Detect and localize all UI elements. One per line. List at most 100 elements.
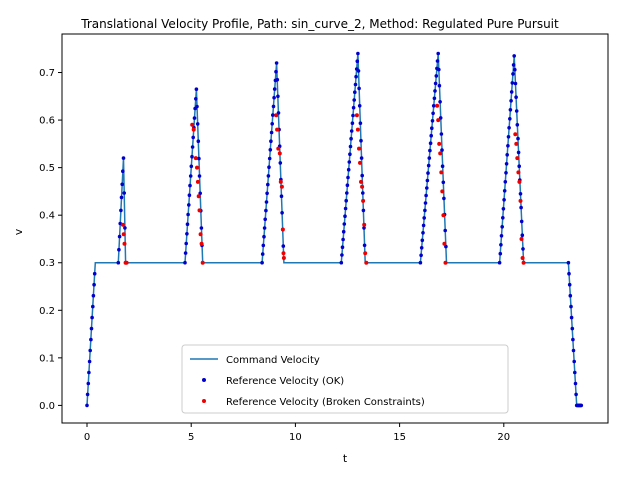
reference-broken-point bbox=[193, 156, 198, 161]
data-layer bbox=[85, 51, 584, 408]
reference-ok-point bbox=[497, 260, 502, 265]
reference-ok-point bbox=[508, 117, 512, 121]
reference-ok-point bbox=[569, 304, 573, 309]
legend-box bbox=[181, 344, 509, 414]
reference-broken-point bbox=[516, 170, 521, 175]
reference-ok-point bbox=[441, 180, 446, 185]
reference-ok-point bbox=[512, 54, 516, 58]
reference-ok-point bbox=[514, 109, 519, 113]
reference-ok-point bbox=[362, 226, 366, 230]
reference-ok-point bbox=[515, 123, 520, 127]
reference-ok-point bbox=[430, 126, 434, 130]
reference-broken-point bbox=[195, 165, 199, 170]
reference-ok-point bbox=[272, 87, 277, 91]
y-tick-label: 0.6 bbox=[39, 116, 55, 127]
reference-ok-point bbox=[279, 194, 284, 198]
reference-broken-point bbox=[355, 127, 360, 132]
reference-ok-point bbox=[521, 247, 525, 251]
reference-broken-point bbox=[357, 146, 361, 151]
reference-ok-point bbox=[116, 260, 121, 265]
reference-ok-point bbox=[516, 136, 520, 141]
reference-broken-point bbox=[197, 208, 202, 213]
y-tick-label: 0.5 bbox=[39, 163, 55, 174]
reference-ok-point bbox=[185, 222, 190, 226]
reference-ok-point bbox=[91, 293, 96, 298]
axes-layer: 0 5 10 15 20 0.0 0.1 0.2 0.3 0.4 0.5 0.6 0.7 bbox=[39, 68, 510, 443]
reference-ok-point bbox=[119, 195, 124, 200]
reference-ok-point bbox=[183, 260, 187, 265]
reference-ok-point bbox=[262, 234, 266, 239]
reference-broken-point bbox=[196, 194, 201, 199]
reference-ok-point bbox=[361, 208, 366, 213]
reference-ok-point bbox=[574, 392, 578, 397]
reference-ok-point bbox=[426, 163, 431, 168]
reference-ok-point bbox=[187, 193, 192, 197]
reference-ok-point bbox=[519, 205, 523, 210]
reference-ok-point bbox=[504, 171, 508, 175]
reference-ok-point bbox=[191, 135, 195, 140]
reference-ok-point bbox=[274, 61, 279, 65]
reference-ok-point bbox=[190, 154, 194, 159]
reference-ok-point bbox=[340, 245, 345, 249]
reference-ok-point bbox=[502, 189, 507, 193]
reference-broken-point bbox=[360, 184, 365, 189]
legend-command-label: Command Velocity bbox=[226, 355, 320, 366]
reference-ok-point bbox=[348, 152, 352, 156]
reference-ok-point bbox=[423, 208, 427, 213]
reference-ok-point bbox=[92, 282, 96, 287]
reference-ok-point bbox=[189, 164, 194, 169]
reference-ok-point bbox=[344, 198, 349, 203]
reference-ok-point bbox=[345, 183, 350, 187]
reference-ok-point bbox=[269, 139, 273, 143]
reference-ok-point bbox=[276, 94, 280, 99]
reference-ok-point bbox=[91, 304, 95, 309]
reference-ok-point bbox=[354, 74, 358, 79]
reference-ok-point bbox=[424, 193, 428, 198]
reference-broken-point bbox=[358, 160, 362, 165]
reference-ok-point bbox=[89, 337, 93, 342]
reference-broken-point bbox=[195, 179, 200, 184]
reference-ok-point bbox=[435, 59, 440, 63]
reference-ok-point bbox=[432, 96, 437, 101]
reference-ok-point bbox=[342, 222, 347, 226]
reference-ok-point bbox=[502, 198, 506, 202]
reference-broken-point bbox=[514, 141, 519, 146]
reference-ok-point bbox=[341, 237, 345, 242]
reference-ok-point bbox=[566, 260, 571, 265]
reference-ok-point bbox=[345, 191, 349, 195]
reference-ok-point bbox=[194, 97, 198, 101]
reference-ok-point bbox=[271, 113, 275, 117]
reference-ok-point bbox=[267, 156, 272, 161]
reference-ok-point bbox=[188, 183, 192, 188]
reference-broken-point bbox=[362, 222, 367, 227]
reference-broken-point bbox=[276, 146, 281, 151]
reference-ok-point bbox=[501, 216, 505, 220]
reference-ok-point bbox=[87, 370, 91, 375]
reference-ok-point bbox=[350, 121, 355, 125]
x-axis-label: t bbox=[343, 452, 348, 465]
reference-ok-point bbox=[514, 95, 518, 99]
reference-ok-point bbox=[511, 72, 515, 76]
reference-ok-point bbox=[509, 99, 513, 103]
reference-ok-point bbox=[429, 133, 434, 138]
reference-ok-point bbox=[120, 182, 124, 187]
reference-ok-point bbox=[262, 226, 267, 230]
reference-ok-point bbox=[276, 111, 281, 115]
reference-broken-point bbox=[200, 260, 205, 265]
reference-ok-point bbox=[419, 246, 424, 250]
legend-broken-label: Reference Velocity (Broken Constraints) bbox=[226, 397, 425, 408]
x-tick-label: 15 bbox=[393, 432, 406, 443]
reference-broken-point bbox=[438, 151, 443, 156]
reference-ok-point bbox=[190, 145, 195, 149]
reference-ok-point bbox=[351, 113, 355, 118]
reference-broken-point bbox=[190, 122, 195, 127]
reference-ok-point bbox=[117, 247, 121, 252]
reference-ok-point bbox=[195, 122, 200, 126]
reference-ok-point bbox=[433, 81, 438, 86]
reference-ok-point bbox=[195, 104, 199, 109]
legend-ok-label: Reference Velocity (OK) bbox=[226, 376, 344, 387]
reference-ok-point bbox=[440, 148, 444, 152]
reference-broken-point bbox=[440, 189, 445, 194]
reference-ok-point bbox=[341, 229, 346, 234]
reference-ok-point bbox=[436, 51, 441, 56]
